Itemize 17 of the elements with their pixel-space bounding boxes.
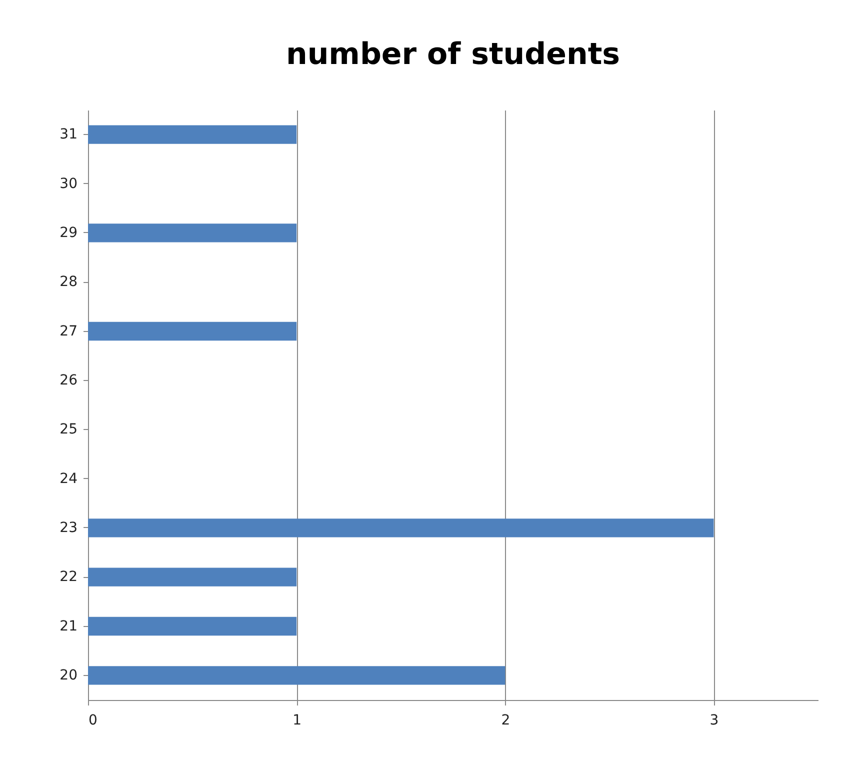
- y-tick-label: 25: [60, 422, 78, 438]
- chart-title: number of students: [286, 37, 620, 72]
- y-tick-label: 22: [60, 569, 78, 586]
- x-tick-label: 0: [88, 712, 98, 728]
- x-tick-label: 2: [501, 712, 510, 728]
- x-tick-label: 3: [710, 712, 719, 728]
- y-tick-label: 26: [60, 372, 78, 388]
- y-tick-label: 31: [60, 126, 78, 143]
- y-tick-label: 27: [60, 323, 78, 340]
- y-tick-label: 23: [60, 520, 78, 536]
- y-tick-label: 24: [60, 470, 78, 487]
- y-tick-label: 30: [60, 176, 78, 192]
- x-tick-label: 1: [292, 712, 302, 728]
- y-tick-label: 20: [60, 667, 78, 684]
- y-tick-label: 29: [60, 224, 78, 241]
- y-tick-label: 21: [60, 618, 78, 634]
- y-tick-label: 28: [60, 274, 78, 290]
